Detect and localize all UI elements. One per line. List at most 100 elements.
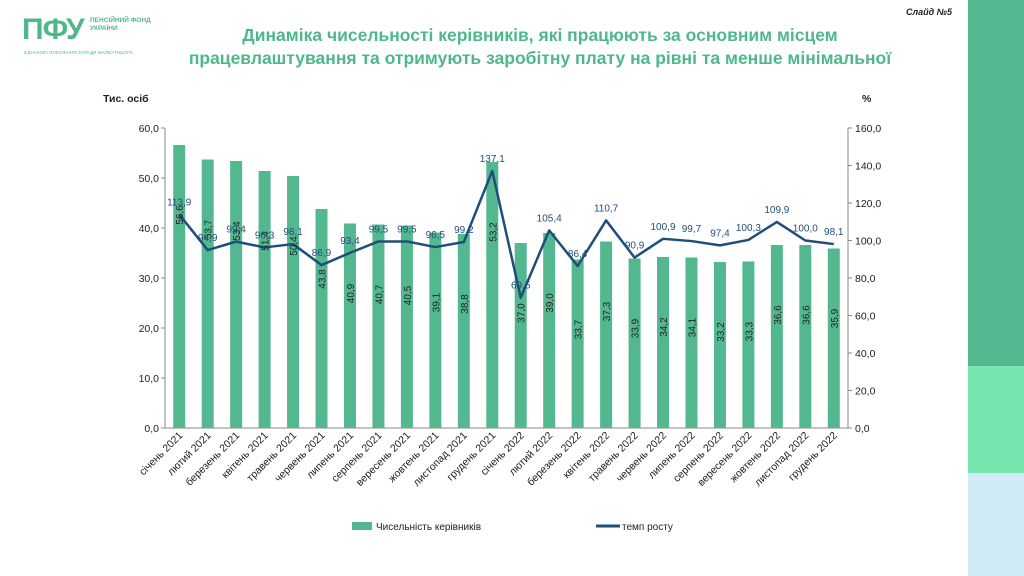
bar-data-label: 39,0 xyxy=(545,293,556,313)
y-right-tick-label: 60,0 xyxy=(855,311,876,323)
bar xyxy=(799,245,812,428)
line-data-label: 100,0 xyxy=(793,224,818,235)
y-right-tick-label: 100,0 xyxy=(855,236,881,248)
bar-data-label: 34,2 xyxy=(659,317,670,337)
slide-number: Слайд №5 xyxy=(906,7,952,17)
y-left-tick-label: 20,0 xyxy=(139,323,160,335)
data-labels: 56,6 53,7 53,4 51,4 50,4 43,8 40,9 40,7 40,5 39,1… xyxy=(167,154,844,342)
y-left-tick-label: 10,0 xyxy=(139,373,160,385)
line-data-label: 99,4 xyxy=(226,225,246,236)
legend: Чисельність керівників темп росту xyxy=(352,522,673,533)
bar-data-label: 33,3 xyxy=(744,321,755,341)
bar-data-label: 35,9 xyxy=(830,308,841,328)
y-left-tick-label: 60,0 xyxy=(139,123,160,135)
line-series xyxy=(178,169,834,299)
line-data-label: 90,9 xyxy=(625,241,645,252)
bar xyxy=(685,257,698,428)
line-data-label: 110,7 xyxy=(594,203,619,214)
y-axis-left-title: Тис. осіб xyxy=(103,93,149,105)
line-data-label: 100,9 xyxy=(651,222,676,233)
legend-swatch-bars xyxy=(352,522,372,530)
line-data-label: 109,9 xyxy=(764,205,789,216)
bar-data-label: 53,2 xyxy=(488,222,499,242)
slide-title-line-2: працевлаштування та отримують заробітну … xyxy=(188,48,892,68)
bar xyxy=(372,224,385,428)
line-data-label: 99,5 xyxy=(397,224,417,235)
y-right-tick-label: 0,0 xyxy=(855,423,870,435)
growth-rate-line xyxy=(178,169,834,299)
legend-label-line: темп росту xyxy=(622,522,673,533)
bar-data-label: 37,3 xyxy=(602,301,613,321)
line-data-label: 96,5 xyxy=(426,230,446,241)
y-right-tick-label: 120,0 xyxy=(855,198,881,210)
bar xyxy=(400,225,413,428)
y-left-tick-label: 40,0 xyxy=(139,223,160,235)
line-data-label: 98,1 xyxy=(824,227,844,238)
bar-data-label: 39,1 xyxy=(431,292,442,312)
legend-label-bars: Чисельність керівників xyxy=(376,522,481,533)
slide-title: Динаміка чисельності керівників, які пра… xyxy=(150,24,930,70)
bar xyxy=(173,145,186,428)
bar-data-label: 33,9 xyxy=(631,318,642,338)
line-data-label: 113,9 xyxy=(167,197,192,208)
bar xyxy=(343,223,356,428)
bar-series xyxy=(173,145,840,428)
bar xyxy=(657,257,670,428)
y-right-tick-label: 140,0 xyxy=(855,161,881,173)
y-right-tick-label: 80,0 xyxy=(855,273,876,285)
bar-data-label: 50,4 xyxy=(289,236,300,256)
bar-data-label: 36,6 xyxy=(801,305,812,325)
bar-data-label: 37,0 xyxy=(517,303,528,323)
logo-mark: ПФУ xyxy=(22,13,85,46)
bar xyxy=(486,162,499,428)
bar-data-label: 43,8 xyxy=(318,269,329,289)
y-right-tick-label: 40,0 xyxy=(855,348,876,360)
combo-chart: Тис. осіб % 0,010,020,030,040,050,060,00… xyxy=(103,93,881,533)
y-left-tick-label: 50,0 xyxy=(139,173,160,185)
bar xyxy=(628,258,641,428)
bar xyxy=(287,176,300,428)
bar xyxy=(201,159,214,428)
bar-data-label: 53,7 xyxy=(204,219,215,239)
y-axis-right-title: % xyxy=(862,93,872,105)
bar xyxy=(457,234,470,428)
bar-data-label: 33,7 xyxy=(574,319,585,339)
bar xyxy=(713,262,726,428)
line-data-label: 99,5 xyxy=(369,224,389,235)
y-right-tick-label: 160,0 xyxy=(855,123,881,135)
bar xyxy=(514,243,527,428)
bar xyxy=(543,233,556,428)
line-data-label: 105,4 xyxy=(537,213,562,224)
line-data-label: 96,3 xyxy=(255,230,275,241)
pfu-logo: ПФУ ПЕНСІЙНИЙ ФОНД УКРАЇНИ ЄДНАЄМО ПОКОЛ… xyxy=(22,14,162,56)
bar xyxy=(429,232,442,428)
bar xyxy=(315,209,328,428)
line-data-label: 137,1 xyxy=(480,154,505,165)
bar xyxy=(827,248,840,428)
line-data-label: 86,9 xyxy=(312,248,332,259)
bar-data-label: 36,6 xyxy=(773,305,784,325)
y-right-tick-label: 20,0 xyxy=(855,386,876,398)
bar-data-label: 34,1 xyxy=(687,317,698,337)
bar xyxy=(742,261,755,428)
y-left-tick-label: 30,0 xyxy=(139,273,160,285)
side-decor-bar-bottom xyxy=(968,473,1024,576)
bar-data-label: 40,9 xyxy=(346,283,357,303)
logo-tagline: ЄДНАЄМО ПОКОЛІННЯ ЗАРАДИ МАЙБУТНЬОГО xyxy=(24,50,133,55)
bar-data-label: 56,6 xyxy=(175,205,186,225)
bar xyxy=(600,241,613,428)
line-data-label: 69,5 xyxy=(511,281,531,292)
bar xyxy=(571,259,584,428)
axes: 0,0 10,0 20,0 30,0 40,0 50,0 60,0 0,0 20,0 40,0 60… xyxy=(137,123,881,489)
bar-data-label: 51,4 xyxy=(261,231,272,251)
bar-data-label: 40,5 xyxy=(403,285,414,305)
bar-data-label: 38,8 xyxy=(460,294,471,314)
bar-data-label: 53,4 xyxy=(232,221,243,241)
logo-name: ПЕНСІЙНИЙ ФОНД УКРАЇНИ xyxy=(90,17,151,32)
bar xyxy=(770,245,783,428)
line-data-label: 97,4 xyxy=(710,228,730,239)
side-decor-bar-top xyxy=(968,0,1024,366)
bar-data-label: 33,2 xyxy=(716,322,727,342)
bar xyxy=(230,161,243,428)
bar-data-label: 40,7 xyxy=(374,284,385,304)
